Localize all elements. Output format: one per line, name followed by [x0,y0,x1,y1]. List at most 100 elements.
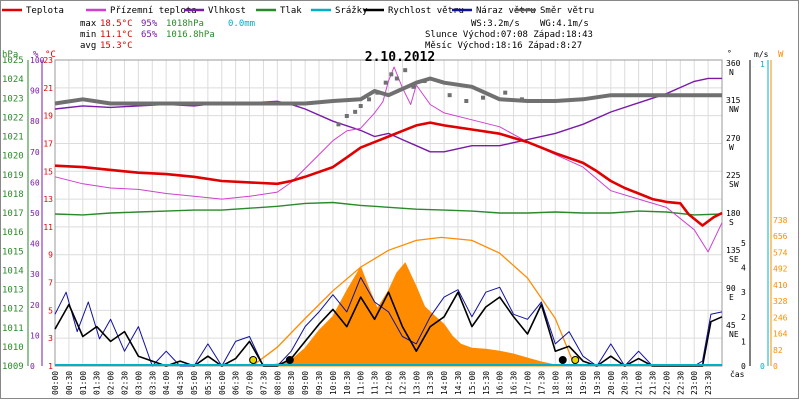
info-sun: Slunce Východ:07:08 Západ:18:43 [425,30,593,40]
wind-direction-point [403,68,408,73]
stats-max-value: 18.5°C [100,19,133,29]
stats-max-value: 1018hPa [166,19,204,29]
wind-direction-point [519,97,524,102]
wind-direction-point [464,99,469,103]
axis-temperature-tick: 7 [48,279,53,288]
axis-direction-label: S [729,218,734,227]
axis-time-tick: 12:00 [385,371,394,395]
axis-pressure-tick: 1014 [2,266,24,276]
axis-direction-label: W [729,143,734,152]
axis-radiation-tick: 492 [773,265,788,274]
marker-moonset [285,356,294,364]
axis-time-tick: 15:30 [482,371,491,395]
axis-wind-tick: 5 [741,239,746,248]
axis-time-tick: 11:00 [357,371,366,395]
axis-wind-tick: 0 [741,362,746,371]
axis-pressure-tick: 1024 [2,75,24,85]
axis-temperature-tick: 9 [48,251,53,260]
stats-max-label: max [80,19,97,29]
stats-min-value: 11.1°C [100,30,133,40]
wind-direction-point [389,72,394,77]
axis-direction-tick: 315 [726,96,741,105]
info-wind-gust: WG:4.1m/s [540,19,589,29]
axis-pressure-tick: 1012 [2,305,24,315]
axis-temperature-tick: 23 [43,56,53,65]
axis-pressure-unit: hPa [2,50,18,60]
axis-time-tick: 04:00 [162,371,171,395]
axis-time-tick: 20:00 [607,371,616,395]
axis-time-tick: 08:30 [287,371,296,395]
axis-humidity-tick: 40 [30,240,40,249]
axis-rain-tick: 0 [760,362,765,371]
legend-label-rain: Srážky [335,6,368,16]
wind-direction-point [367,97,372,102]
axis-humidity-tick: 0 [30,362,35,371]
axis-direction-label: NW [729,105,739,114]
axis-radiation-tick: 328 [773,297,788,306]
axis-pressure-tick: 1011 [2,324,24,334]
axis-direction-label: SE [729,255,739,264]
axis-pressure-tick: 1022 [2,113,24,123]
marker-sunrise [249,356,258,364]
axis-temperature-tick: 13 [43,195,53,204]
axis-temperature-tick: 3 [48,334,53,343]
axis-humidity-tick: 80 [30,117,40,126]
axis-time-tick: 04:30 [176,371,185,395]
axis-pressure-tick: 1016 [2,228,24,238]
legend-label-hum: Vlhkost [208,6,246,16]
axis-pressure-tick: 1013 [2,286,24,296]
axis-time-tick: 06:30 [232,371,241,395]
series-wind-gust [54,276,723,367]
axis-time-tick: 06:00 [218,371,227,395]
axis-pressure-tick: 1018 [2,190,24,200]
axis-humidity-tick: 20 [30,301,40,310]
axis-direction-tick: 90 [726,284,736,293]
axis-time-tick: 21:30 [649,371,658,395]
axis-time-tick: 08:00 [273,371,282,395]
axis-humidity-tick: 60 [30,178,40,187]
axis-temperature-tick: 15 [43,167,53,176]
axis-time-tick: 10:00 [329,371,338,395]
axis-time-tick: 16:00 [496,371,505,395]
legend-label-feels: Přízemní teplota [110,6,197,16]
axis-radiation-unit: W [778,50,784,60]
axis-pressure-tick: 1025 [2,56,24,66]
axis-time-tick: 13:30 [426,371,435,395]
axis-time-tick: 02:30 [120,371,129,395]
chart-title: 2.10.2012 [365,50,435,65]
legend-label-dir: Směr větru [540,6,594,16]
axis-temperature-tick: 19 [43,112,53,121]
info-wind-speed: WS:3.2m/s [471,19,520,29]
axis-pressure-tick: 1017 [2,209,24,219]
axis-humidity-tick: 100 [30,56,45,65]
wind-direction-point [503,90,508,95]
axis-temperature-tick: 21 [43,84,53,93]
axis-wind-tick: 3 [741,288,746,297]
axis-time-tick: 09:00 [301,371,310,395]
axis-time-tick: 07:00 [246,371,255,395]
axis-radiation-tick: 164 [773,330,788,339]
axis-direction-tick: 45 [726,321,736,330]
wind-direction-point [480,95,485,100]
series-temperature [54,121,723,227]
axis-time-tick: 07:30 [259,371,268,395]
axis-time-tick: 14:00 [440,371,449,395]
axis-time-tick: 18:00 [551,371,560,395]
axis-radiation-tick: 0 [773,362,778,371]
marker-sunset [571,356,580,364]
axis-direction-label: N [729,68,734,77]
legend-label-gust: Náraz větru [476,6,536,16]
axis-time-tick: 03:30 [148,371,157,395]
wind-direction-point [422,79,427,83]
stats-min-value: 65% [141,30,158,40]
axis-time-tick: 19:00 [579,371,588,395]
wind-direction-point [353,109,358,114]
stats-min-label: min [80,30,96,40]
axis-time-tick: 21:00 [635,371,644,395]
axis-direction-label: SW [729,180,739,189]
axis-direction-tick: 180 [726,209,741,218]
axis-direction-label: NE [729,330,739,339]
axis-time-tick: 22:00 [662,371,671,395]
axis-wind-tick: 4 [741,264,746,273]
